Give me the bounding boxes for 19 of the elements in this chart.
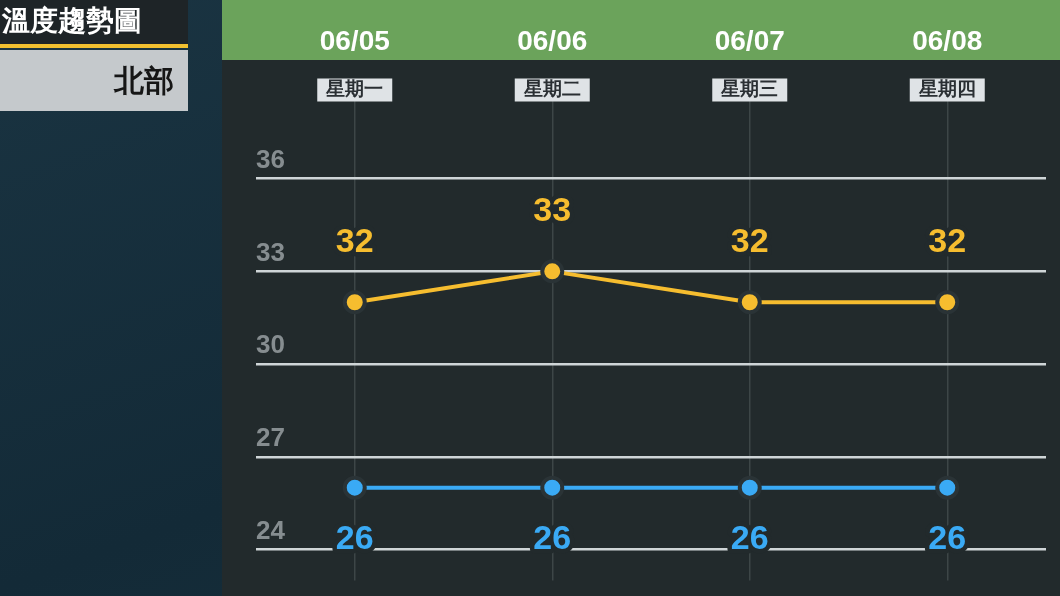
data-label: 33	[533, 189, 572, 228]
data-label: 32	[335, 220, 374, 259]
data-label: 26	[730, 518, 769, 557]
y-tick-label: 24	[256, 514, 286, 545]
data-label: 26	[928, 518, 967, 557]
data-label: 32	[730, 220, 769, 259]
category-label: 06/06 星期二	[517, 24, 588, 100]
category-label: 06/07 星期三	[714, 24, 785, 100]
category-label: 06/08 星期四	[912, 24, 983, 100]
data-label: 32	[928, 220, 967, 259]
y-tick-label: 27	[256, 421, 285, 452]
data-label: 26	[335, 518, 374, 557]
data-label: 26	[533, 518, 572, 557]
chart-title: 溫度趨勢圖	[0, 0, 188, 48]
y-tick-label: 30	[256, 329, 285, 360]
chart-subtitle: 北部	[0, 50, 188, 111]
y-tick-label: 36	[256, 143, 285, 174]
category-label: 06/05 星期一	[319, 24, 390, 100]
y-tick-label: 33	[256, 236, 285, 267]
